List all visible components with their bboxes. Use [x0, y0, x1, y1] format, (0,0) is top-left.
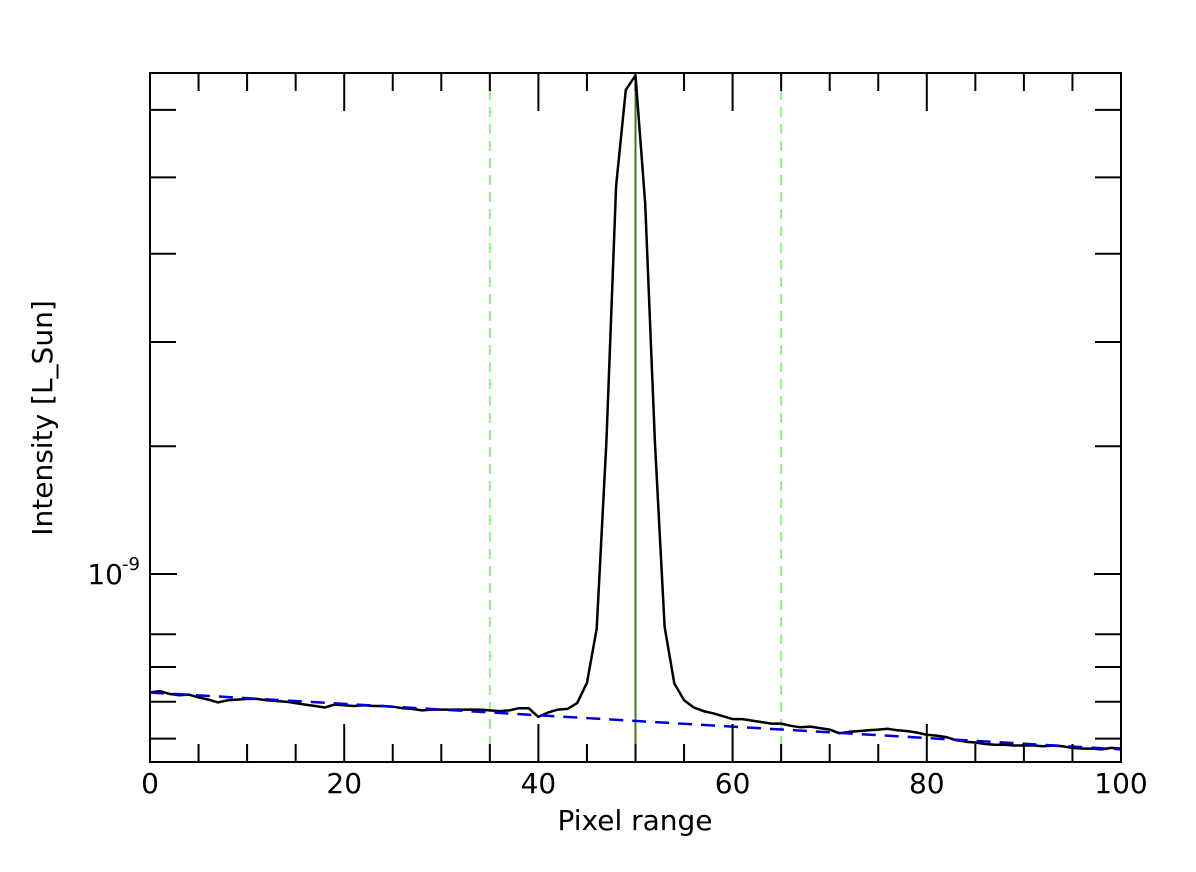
series-line-1	[149, 691, 1122, 751]
plot-marks	[149, 73, 1122, 762]
y-tick-label: 10	[87, 558, 123, 591]
x-tick-label: 40	[521, 767, 557, 800]
axis-ticks	[149, 73, 1122, 762]
x-tick-labels: 0 20 40 60 80 100	[141, 767, 1148, 800]
x-tick-label: 80	[909, 767, 945, 800]
y-axis-title: Intensity [L_Sun]	[26, 300, 59, 535]
x-tick-label: 100	[1094, 767, 1147, 800]
x-axis-title: Pixel range	[557, 804, 712, 837]
x-tick-label: 60	[715, 767, 751, 800]
y-tick-label-exponent: -9	[122, 554, 140, 575]
x-tick-label: 0	[141, 767, 159, 800]
x-tick-label: 20	[326, 767, 362, 800]
y-tick-labels: 10 -9	[87, 554, 140, 591]
